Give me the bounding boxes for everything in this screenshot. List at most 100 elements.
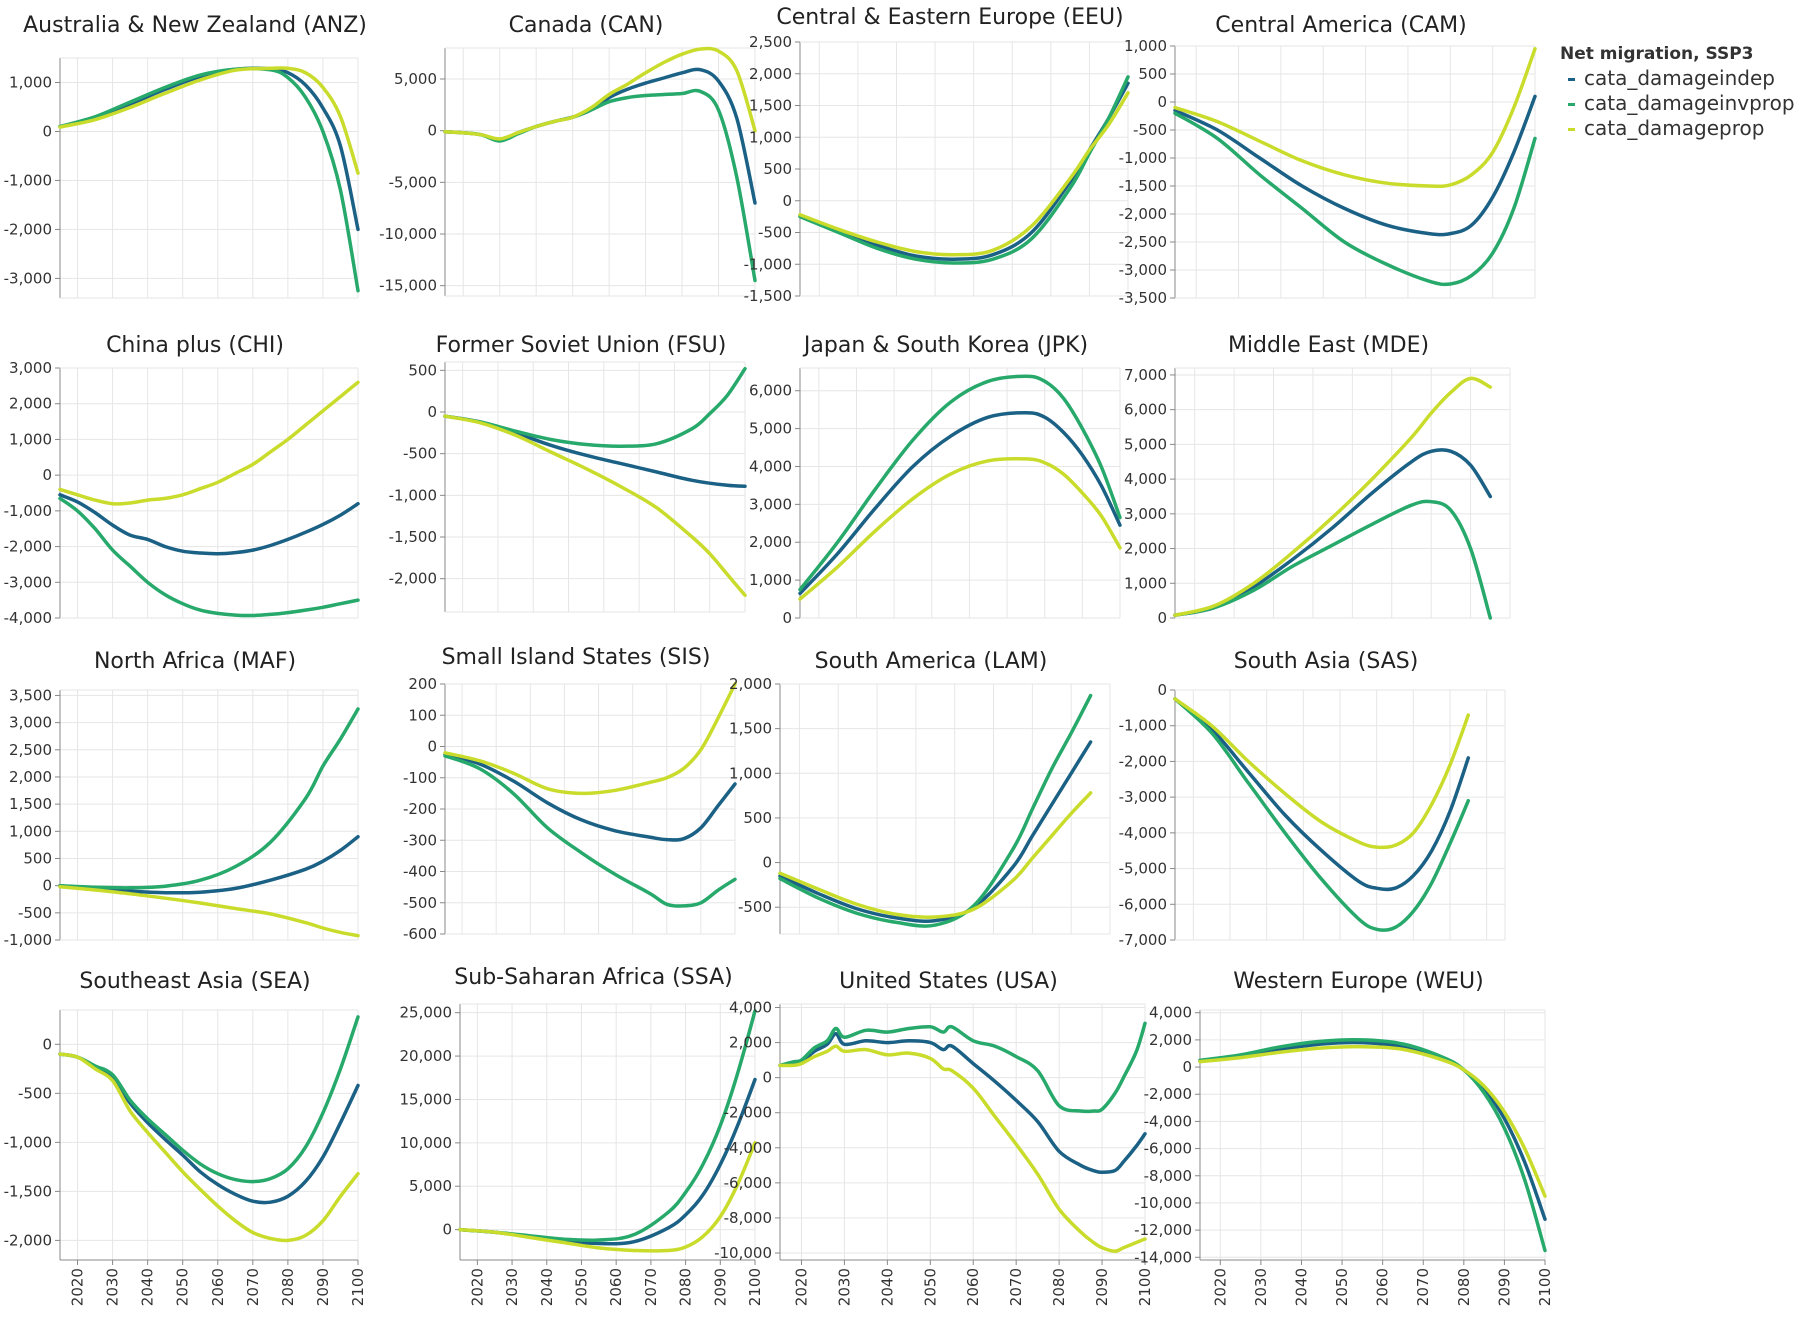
series-line-cata-damageindep [58,834,360,895]
x-tick-label: 2070 [244,1268,262,1306]
x-tick-label: 2060 [607,1268,625,1306]
y-tick-label: -100 [403,769,437,787]
series-line-cata-damageprop [58,884,360,938]
y-tick-label: 20,000 [400,1047,453,1065]
y-tick-label: -3,000 [4,269,52,287]
y-tick-label: 0 [1157,681,1167,699]
series-line-cata-damageprop [1198,1044,1547,1198]
y-tick-label: 0 [427,403,437,421]
y-tick-label: 2,000 [1149,1031,1192,1049]
y-tick-label: 0 [762,854,772,872]
y-tick-label: 2,500 [749,33,792,51]
x-tick-label: 2100 [349,1268,367,1306]
y-tick-label: 4,000 [729,999,772,1017]
y-tick-label: -5,000 [1119,860,1167,878]
panel-title: Western Europe (WEU) [1233,969,1484,994]
x-tick-label: 2080 [279,1268,297,1306]
panel-4: China plus (CHI) -4,000 -3,000 -2,000 -1,000… [4,333,360,627]
panel-9: Small Island States (SIS) -600 -500 -400 -30… [403,645,737,943]
y-tick-label: -10,000 [714,1244,772,1262]
y-tick-label: 500 [23,849,52,867]
x-tick-label: 2020 [1211,1268,1229,1306]
x-tick-label: 2060 [209,1268,227,1306]
series-line-cata-damageprop [443,414,747,598]
series-line-cata-damageprop [778,1044,1147,1253]
panel-title: Central & Eastern Europe (EEU) [776,5,1123,30]
panel-title: Japan & South Korea (JPK) [802,333,1088,358]
y-tick-label: -1,000 [4,502,52,520]
y-tick-label: 3,000 [9,359,52,377]
y-tick-label: -1,000 [4,171,52,189]
y-tick-label: -500 [18,904,52,922]
y-tick-label: -2,000 [1144,1085,1192,1103]
legend-item-cata-damageinvprop: cata_damageinvprop [1560,91,1795,116]
y-tick-label: 4,000 [1124,470,1167,488]
y-tick-label: -500 [403,445,437,463]
x-tick-label: 2070 [1007,1268,1025,1306]
panel-title: Southeast Asia (SEA) [79,969,310,994]
legend-swatch-icon [1568,103,1575,106]
panel-title: Canada (CAN) [509,13,664,38]
series-line-cata-damageprop [1173,376,1493,617]
y-tick-label: 0 [1157,93,1167,111]
y-tick-label: -1,000 [4,931,52,949]
series-line-cata-damageprop [443,46,757,141]
panel-6: Japan & South Korea (JPK) 0 1,000 2,000 3,00… [749,333,1122,627]
panel-7: Middle East (MDE) 0 1,000 2,000 3,000 4,000 5,… [1124,333,1511,627]
y-tick-label: -1,000 [389,486,437,504]
panel-title: Middle East (MDE) [1228,333,1429,358]
series-line-cata-damageindep [1173,94,1537,237]
x-tick-label: 2030 [104,1268,122,1306]
series-line-cata-damageprop [1173,47,1537,189]
y-tick-label: 0 [42,1035,52,1053]
series-line-cata-damageindep [458,1077,757,1246]
x-tick-label: 2040 [878,1268,896,1306]
panel-title: North Africa (MAF) [94,649,296,674]
y-tick-label: 3,500 [9,686,52,704]
y-tick-label: 500 [1138,65,1167,83]
x-tick-label: 2060 [964,1268,982,1306]
y-tick-label: 0 [42,877,52,895]
y-tick-label: -1,500 [4,1182,52,1200]
series-line-cata-damageprop [58,380,360,506]
legend-swatch-icon [1568,78,1575,81]
series-line-cata-damageindep [58,66,360,232]
panel-8: North Africa (MAF) -1,000 -500 0 500 1,000 1,5… [4,649,360,949]
y-tick-label: 500 [763,160,792,178]
panel-12: Southeast Asia (SEA) -2,000 -1,500 -1,000 -5… [4,969,367,1306]
y-tick-label: -500 [403,894,437,912]
y-tick-label: 1,000 [729,764,772,782]
x-tick-label: 2040 [1292,1268,1310,1306]
series-line-cata-damageinvprop [58,1015,360,1184]
y-tick-label: 0 [427,122,437,140]
y-tick-label: 0 [1182,1058,1192,1076]
series-line-cata-damageprop [1173,697,1471,850]
x-tick-label: 2040 [139,1268,157,1306]
series-line-cata-damageprop [443,682,737,796]
x-tick-label: 2030 [835,1268,853,1306]
series-line-cata-damageinvprop [458,1009,757,1243]
y-tick-label: -15,000 [379,277,437,295]
x-tick-label: 2020 [792,1268,810,1306]
y-tick-label: 0 [1157,609,1167,627]
x-tick-label: 2080 [677,1268,695,1306]
y-tick-label: -2,000 [4,1231,52,1249]
x-tick-label: 2030 [503,1268,521,1306]
y-tick-label: -12,000 [1134,1221,1192,1239]
y-tick-label: -2,000 [724,1104,772,1122]
series-line-cata-damageindep [798,410,1122,596]
x-tick-label: 2050 [174,1268,192,1306]
y-tick-label: -2,000 [1119,205,1167,223]
y-tick-label: -2,000 [389,570,437,588]
y-tick-label: 5,000 [409,1177,452,1195]
y-tick-label: -3,500 [1119,289,1167,307]
series-line-cata-damageindep [1198,1040,1547,1221]
series-line-cata-damageindep [778,1032,1147,1175]
series-line-cata-damageinvprop [443,88,757,283]
y-tick-label: -500 [758,224,792,242]
y-tick-label: 1,000 [749,128,792,146]
x-tick-label: 2030 [1252,1268,1270,1306]
series-line-cata-damageinvprop [443,754,737,908]
x-tick-label: 2040 [538,1268,556,1306]
